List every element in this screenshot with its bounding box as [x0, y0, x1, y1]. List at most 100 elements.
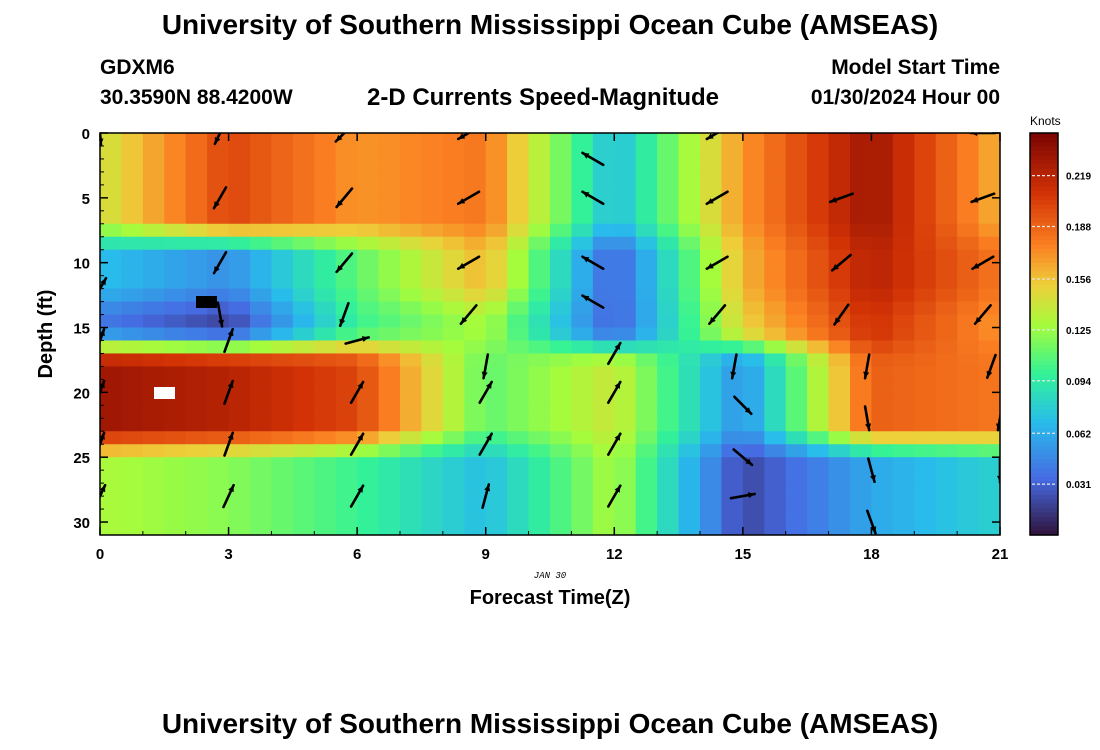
heatmap-cell [914, 444, 937, 458]
heatmap-cell [185, 418, 208, 432]
model-start-value: 01/30/2024 Hour 00 [810, 86, 1000, 109]
heatmap-cell [335, 522, 358, 535]
current-vector-arrow [863, 353, 871, 380]
heatmap-cell [550, 197, 573, 212]
heatmap-cell [978, 379, 1000, 393]
heatmap-cell [828, 158, 851, 173]
heatmap-cell [850, 340, 873, 355]
heatmap-cell [250, 379, 273, 393]
heatmap-cell [871, 457, 894, 471]
colorbar-segment [1030, 133, 1058, 139]
heatmap-cell [314, 288, 337, 303]
colorbar-segment [1030, 485, 1058, 491]
heatmap-cell [892, 145, 915, 160]
heatmap-cell [507, 236, 530, 251]
heatmap-cell [614, 262, 637, 277]
heatmap-cell [292, 366, 315, 380]
heatmap-cell [550, 483, 573, 497]
heatmap-cell [121, 496, 144, 510]
heatmap-cell [228, 470, 251, 484]
heatmap-cell [850, 236, 873, 251]
heatmap-cell [700, 223, 723, 238]
heatmap-cell [164, 236, 187, 251]
heatmap-cell [785, 301, 808, 316]
heatmap-cell [250, 314, 273, 329]
heatmap-cell [485, 353, 508, 368]
heatmap-cell [250, 171, 273, 186]
heatmap-cell [635, 340, 658, 355]
heatmap-cell [914, 366, 937, 380]
heatmap-cell [185, 197, 208, 212]
heatmap-cell [764, 509, 787, 523]
heatmap-cell [892, 431, 915, 445]
heatmap-cell [828, 470, 851, 484]
heatmap-cell [914, 457, 937, 471]
heatmap-cell [292, 133, 315, 147]
heatmap-cell [678, 301, 701, 316]
colorbar-segment [1030, 262, 1058, 268]
heatmap-cell [378, 379, 401, 393]
heatmap-cell [357, 340, 380, 355]
heatmap-cell [850, 431, 873, 445]
heatmap-cell [807, 249, 830, 264]
colorbar-frame [1029, 132, 1059, 536]
heatmap-cell [357, 275, 380, 290]
heatmap-cell [292, 145, 315, 160]
y-tick-label: 30 [73, 515, 90, 532]
heatmap-cell [871, 431, 894, 445]
heatmap-cell [335, 275, 358, 290]
heatmap-cell [700, 457, 723, 471]
heatmap-cell [335, 145, 358, 160]
heatmap-cell [164, 301, 187, 316]
heatmap-cell [721, 457, 744, 471]
masked-cell-dark [196, 296, 217, 308]
heatmap-cell [571, 366, 594, 380]
heatmap-cell [228, 275, 251, 290]
heatmap-cell [892, 133, 915, 147]
heatmap-cell [207, 457, 230, 471]
colorbar-segment [1030, 240, 1058, 246]
heatmap-cell [721, 392, 744, 406]
heatmap-cell [271, 522, 294, 535]
heatmap-cell [978, 483, 1000, 497]
heatmap-cell [142, 171, 165, 186]
heatmap-cell [507, 275, 530, 290]
colorbar-segment [1030, 396, 1058, 402]
heatmap-cell [828, 184, 851, 199]
heatmap-cell [485, 496, 508, 510]
heatmap-cell [978, 171, 1000, 186]
heatmap-cell [807, 171, 830, 186]
colorbar-segment [1030, 472, 1058, 478]
colorbar-tick-label: 0.188 [1066, 223, 1091, 234]
heatmap-cell [764, 288, 787, 303]
current-vector-arrow [581, 294, 605, 309]
heatmap-cell [421, 327, 444, 342]
heatmap-cell [121, 353, 144, 368]
heatmap-cell [678, 522, 701, 535]
heatmap-cell [850, 249, 873, 264]
heatmap-cell [142, 197, 165, 212]
current-vector-arrow [223, 379, 234, 405]
heatmap-cell [421, 522, 444, 535]
heatmap-cell [185, 431, 208, 445]
heatmap-cell [121, 392, 144, 406]
heatmap-cell [635, 197, 658, 212]
heatmap-cell [592, 366, 615, 380]
heatmap-cell [871, 340, 894, 355]
heatmap-cell [935, 288, 958, 303]
heatmap-cell [442, 210, 465, 225]
heatmap-cell [850, 158, 873, 173]
heatmap-cell [314, 457, 337, 471]
heatmap-cell [314, 483, 337, 497]
heatmap-cell [635, 236, 658, 251]
heatmap-cell [871, 353, 894, 368]
heatmap-cell [485, 457, 508, 471]
heatmap-cell [635, 249, 658, 264]
heatmap-cell [957, 457, 980, 471]
heatmap-cell [871, 249, 894, 264]
heatmap-cell [100, 133, 123, 147]
current-vector-arrow [705, 190, 729, 206]
heatmap-cell [378, 301, 401, 316]
x-tick-label: 15 [735, 546, 752, 563]
heatmap-cell [528, 327, 551, 342]
